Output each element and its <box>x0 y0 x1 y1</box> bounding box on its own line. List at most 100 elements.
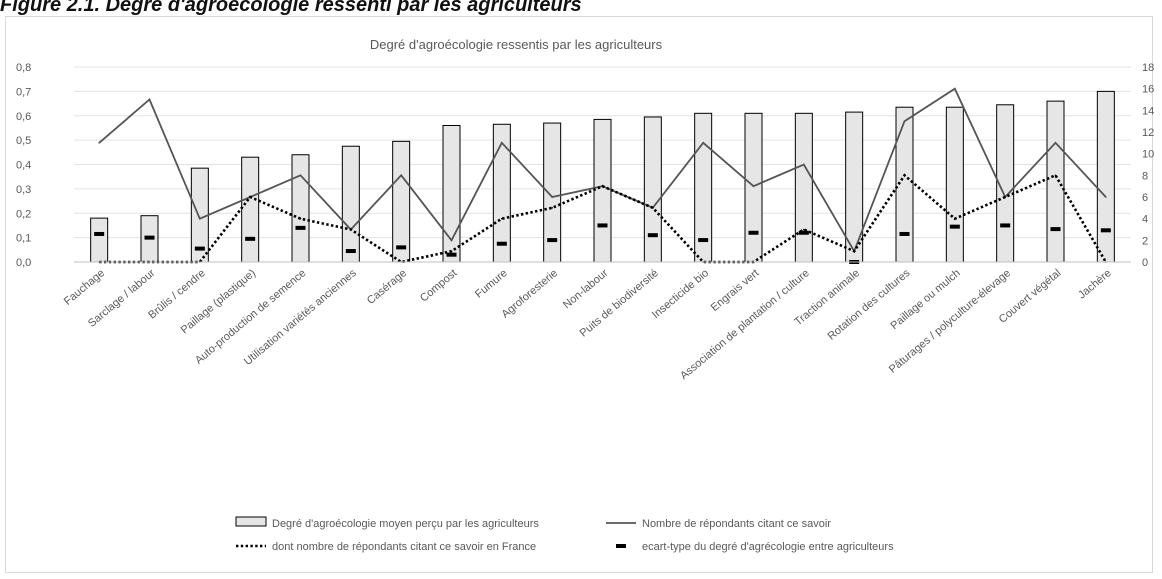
y-left-tick-label: 0,3 <box>16 184 31 196</box>
std-marker <box>396 245 407 250</box>
line-point <box>1105 196 1107 198</box>
lines <box>98 87 1107 264</box>
y-left-tick-label: 0,8 <box>16 62 31 74</box>
std-marker <box>1050 227 1061 232</box>
dotted-point <box>299 217 302 220</box>
bar <box>1096 90 1115 263</box>
dotted-point <box>601 185 604 187</box>
dotted-point <box>903 174 906 177</box>
bar <box>241 156 260 263</box>
dotted-point <box>1054 174 1057 177</box>
x-tick-label: Jachère <box>1076 267 1114 301</box>
std-marker <box>798 230 809 235</box>
page-caption: Figure 2.1. Degré d'agroécologie ressent… <box>0 0 582 16</box>
bar <box>392 140 411 263</box>
legend-label: Degré d'agroécologie moyen perçu par les… <box>272 518 539 530</box>
y-right-tick-label: 4 <box>1142 214 1148 226</box>
legend-label: Nombre de répondants citant ce savoir <box>642 518 831 530</box>
x-tick-label: Casérage <box>365 267 409 307</box>
y-left-tick-label: 0,7 <box>16 86 31 98</box>
std-marker <box>144 235 155 240</box>
dotted-point <box>1004 196 1006 198</box>
axes: 0,0 0,1 0,2 0,3 0,4 0,5 0,6 0,7 0,8 0 2 4 6 8 10 12 14 16… <box>16 62 1154 382</box>
legend-swatch-bars <box>235 516 267 527</box>
bar <box>895 106 914 263</box>
std-marker <box>1100 228 1111 233</box>
line-point <box>1054 142 1057 144</box>
bar <box>1046 100 1065 263</box>
y-right-tick-label: 14 <box>1142 105 1154 117</box>
y-left-tick-label: 0,0 <box>16 257 31 269</box>
y-right-tick-label: 0 <box>1142 257 1148 269</box>
y-left-tick-label: 0,4 <box>16 160 31 172</box>
x-tick-label: Engrais vert <box>709 267 762 314</box>
line-point <box>98 142 100 144</box>
std-marker <box>496 241 507 246</box>
y-right-tick-label: 10 <box>1142 149 1154 161</box>
chart-frame: Degré d'agroécologie ressentis par les a… <box>5 16 1154 573</box>
chart: Degré d'agroécologie ressentis par les a… <box>16 37 1154 553</box>
bars <box>90 90 1115 263</box>
std-marker <box>949 224 960 229</box>
x-tick-label: Non-labour <box>561 267 611 311</box>
y-left-tick-label: 0,5 <box>16 135 31 147</box>
dotted-point <box>803 228 805 231</box>
line-point <box>551 196 553 198</box>
y-right-tick-label: 18 <box>1142 62 1154 74</box>
std-marker <box>94 231 105 236</box>
dotted-point <box>652 207 654 209</box>
line-point <box>954 87 956 90</box>
legend-label: ecart-type du degré d'agrécologie entre … <box>642 541 894 553</box>
bar <box>90 217 109 263</box>
y-right-tick-label: 12 <box>1142 127 1154 139</box>
std-marker <box>748 230 759 235</box>
std-marker <box>547 238 558 243</box>
std-marker <box>1000 223 1011 228</box>
dotted-point <box>450 250 453 252</box>
x-tick-label: Compost <box>418 267 459 304</box>
std-marker <box>899 231 910 236</box>
bar <box>291 154 310 263</box>
line-point <box>752 185 755 187</box>
line-point <box>450 239 453 242</box>
std-marker <box>597 223 608 228</box>
y-left-tick-label: 0,1 <box>16 233 31 245</box>
bar <box>341 145 360 263</box>
dotted-point <box>350 228 352 231</box>
y-right-tick-label: 6 <box>1142 192 1148 204</box>
std-marker <box>194 246 205 251</box>
legend-swatch-marker <box>616 544 626 548</box>
bar <box>643 116 662 263</box>
y-right-tick-label: 8 <box>1142 170 1148 182</box>
std-marker <box>345 249 356 254</box>
y-right-tick-label: 2 <box>1142 235 1148 247</box>
legend-label: dont nombre de répondants citant ce savo… <box>272 541 536 553</box>
dotted-point <box>249 196 251 198</box>
bar <box>492 123 511 263</box>
line-point <box>299 174 302 177</box>
x-tick-label: Fumure <box>473 267 510 301</box>
std-marker <box>245 236 256 241</box>
legend: Degré d'agroécologie moyen perçu par les… <box>235 516 894 553</box>
dotted-point <box>853 250 855 252</box>
std-marker <box>446 252 457 257</box>
line-point <box>903 120 906 122</box>
dotted-point <box>551 207 553 209</box>
dotted-point <box>501 217 503 220</box>
x-tick-label: Rotation des cultures <box>826 267 913 343</box>
bar <box>593 118 612 263</box>
line-point <box>400 174 402 177</box>
line-point <box>199 217 201 220</box>
std-markers <box>94 223 1111 264</box>
bar <box>794 112 813 263</box>
y-left-tick-label: 0,6 <box>16 111 31 123</box>
bar <box>744 112 763 263</box>
std-marker <box>698 238 709 243</box>
std-marker <box>647 233 658 238</box>
std-marker <box>295 225 306 230</box>
y-right-tick-label: 16 <box>1142 84 1154 96</box>
bar <box>945 106 964 263</box>
line-point <box>803 163 805 166</box>
line-point <box>501 142 503 144</box>
line-point <box>702 142 704 144</box>
